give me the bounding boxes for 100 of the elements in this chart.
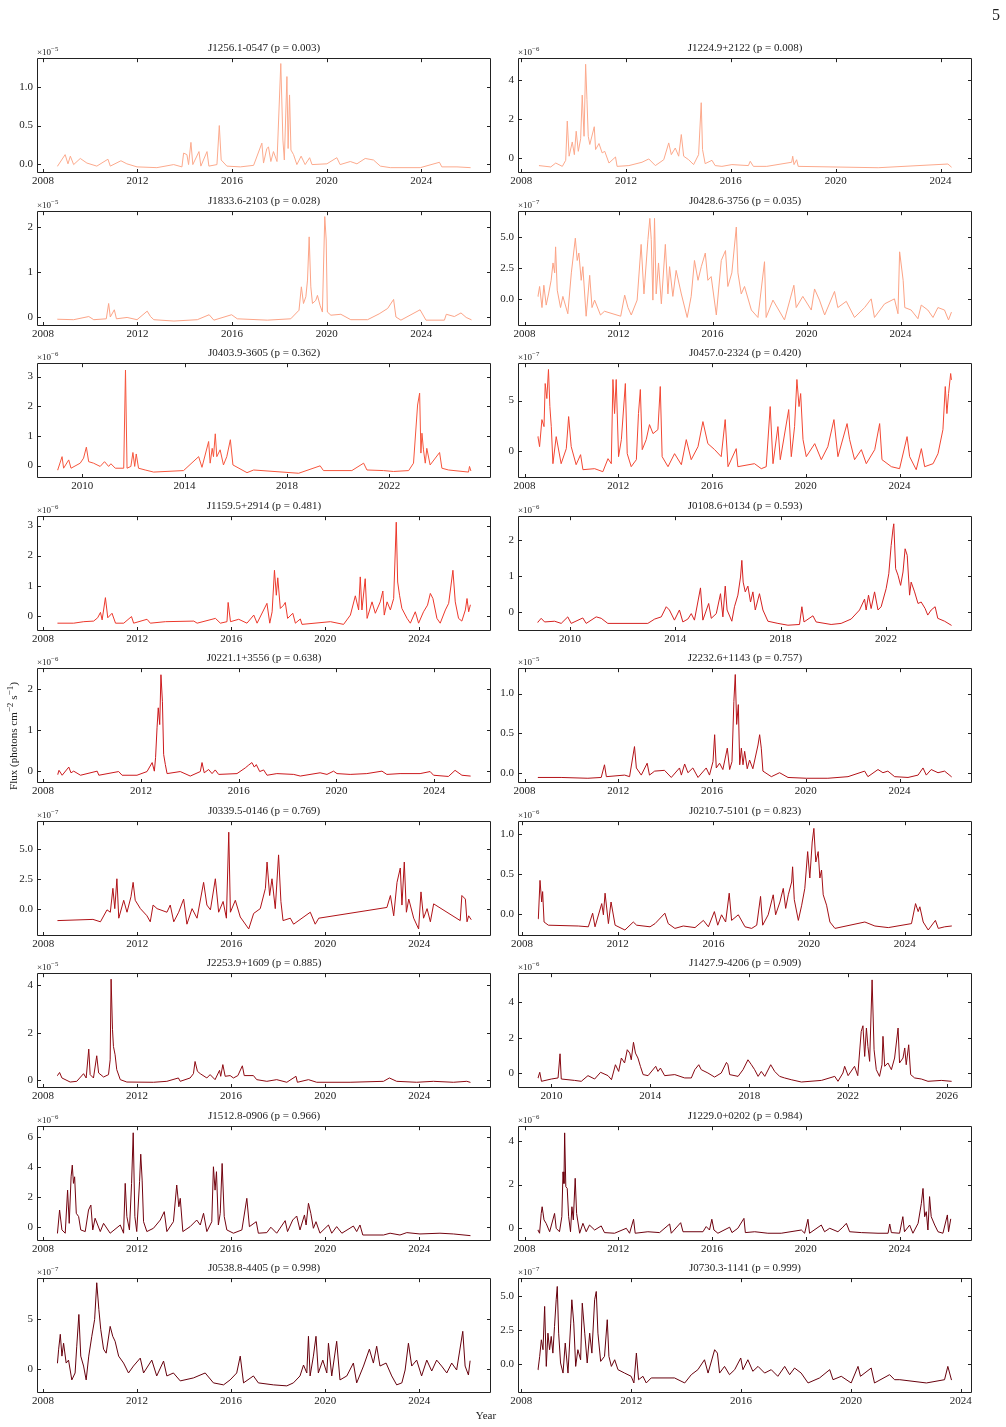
y-tick-label: 0 (27, 763, 34, 776)
y-tick-label: 0.0 (500, 906, 515, 919)
y-tick-label: 0.0 (500, 1356, 515, 1369)
y-tick-label: 0 (27, 1361, 34, 1374)
x-tick-label: 2016 (701, 479, 724, 492)
chart-title: J0428.6-3756 (p = 0.035) (688, 193, 802, 207)
x-tick-label: 2022 (378, 479, 401, 492)
x-tick-label: 2024 (888, 784, 912, 797)
x-tick-label: 2016 (730, 1394, 753, 1407)
chart-title: J1512.8-0906 (p = 0.966) (207, 1108, 321, 1122)
x-tick-label: 2008 (31, 174, 55, 187)
x-tick-label: 2008 (513, 784, 537, 797)
x-tick-label: 2012 (615, 174, 637, 187)
x-tick-label: 2016 (221, 174, 244, 187)
x-tick-label: 2014 (664, 631, 687, 644)
x-tick-label: 2016 (701, 326, 725, 339)
x-tick-label: 2024 (888, 1241, 912, 1254)
x-tick-label: 2014 (639, 1089, 662, 1102)
x-tick-label: 2008 (510, 1394, 533, 1407)
x-tick-label: 2016 (220, 1089, 243, 1102)
x-tick-label: 2020 (315, 174, 339, 187)
chart-title: J0457.0-2324 (p = 0.420) (688, 346, 802, 360)
x-tick-label: 2024 (408, 1089, 431, 1102)
x-tick-label: 2016 (220, 1394, 243, 1407)
y-tick-label: 1 (27, 428, 33, 441)
x-tick-label: 2020 (314, 1394, 337, 1407)
x-tick-label: 2024 (888, 479, 912, 492)
x-tick-label: 2020 (794, 784, 818, 797)
x-tick-label: 2008 (513, 479, 537, 492)
y-tick-label: 2 (508, 111, 514, 124)
x-tick-label: 2020 (314, 631, 337, 644)
x-tick-label: 2010 (540, 1089, 563, 1102)
chart-title: J2253.9+1609 (p = 0.885) (206, 956, 322, 970)
y-tick-label: 4 (508, 1133, 515, 1146)
y-tick-label: 5 (508, 393, 515, 406)
y-tick-label: 6 (27, 1129, 34, 1142)
x-tick-label: 2018 (738, 1089, 761, 1102)
x-tick-label: 2024 (408, 1394, 431, 1407)
y-tick-label: 5.0 (500, 1288, 515, 1301)
y-tick-label: 0.5 (500, 866, 515, 879)
y-tick-label: 4 (508, 72, 515, 85)
x-tick-label: 2024 (949, 1394, 973, 1407)
x-tick-label: 2012 (606, 936, 629, 949)
x-tick-label: 2024 (408, 936, 431, 949)
x-tick-label: 2012 (607, 479, 630, 492)
y-tick-label: 1 (508, 568, 514, 581)
y-tick-label: 5 (27, 1312, 34, 1325)
x-tick-label: 2008 (31, 326, 55, 339)
y-tick-label: 2 (508, 1176, 514, 1189)
x-tick-label: 2024 (410, 326, 433, 339)
x-tick-label: 2018 (275, 479, 299, 492)
y-tick-label: 0 (27, 1073, 34, 1086)
chart-title: J1256.1-0547 (p = 0.003) (207, 41, 321, 55)
chart-title: J0221.1+3556 (p = 0.638) (206, 651, 322, 665)
x-tick-label: 2010 (558, 631, 582, 644)
x-tick-label: 2020 (314, 1089, 337, 1102)
chart-title: J1224.9+2122 (p = 0.008) (687, 41, 803, 55)
x-tick-label: 2020 (315, 326, 339, 339)
chart-title: J1229.0+0202 (p = 0.984) (687, 1108, 803, 1122)
y-tick-label: 5.0 (19, 841, 34, 854)
x-tick-label: 2008 (31, 1241, 55, 1254)
x-tick-label: 2022 (837, 1089, 860, 1102)
x-tick-label: 2012 (125, 1089, 148, 1102)
x-tick-label: 2024 (410, 174, 433, 187)
chart-title: J0730.3-1141 (p = 0.999) (689, 1261, 802, 1275)
x-tick-label: 2024 (408, 1241, 431, 1254)
x-tick-label: 2018 (769, 631, 793, 644)
x-tick-label: 2024 (889, 326, 913, 339)
y-tick-label: 2 (27, 399, 33, 412)
y-tick-label: 0 (508, 604, 515, 617)
x-tick-label: 2012 (126, 631, 149, 644)
chart-title: J0538.8-4405 (p = 0.998) (207, 1261, 321, 1275)
x-tick-label: 2008 (32, 784, 55, 797)
chart-title: J0339.5-0146 (p = 0.769) (207, 803, 321, 817)
y-tick-label: 4 (508, 995, 515, 1008)
x-tick-label: 2012 (607, 326, 630, 339)
x-tick-label: 2026 (936, 1089, 959, 1102)
y-tick-label: 2 (508, 532, 514, 545)
x-tick-label: 2020 (314, 1241, 337, 1254)
x-tick-label: 2012 (126, 936, 149, 949)
y-tick-label: 1.0 (500, 826, 515, 839)
x-tick-label: 2022 (874, 631, 897, 644)
y-tick-label: 4 (27, 977, 34, 990)
x-tick-label: 2016 (220, 936, 243, 949)
y-tick-label: 2.5 (500, 260, 515, 273)
chart-title: J2232.6+1143 (p = 0.757) (687, 651, 803, 665)
x-axis-title: Year (475, 1409, 497, 1422)
chart-title: J0210.7-5101 (p = 0.823) (688, 803, 802, 817)
x-tick-label: 2016 (702, 936, 725, 949)
y-tick-label: 0 (27, 458, 34, 471)
x-tick-label: 2008 (513, 326, 537, 339)
x-tick-label: 2008 (32, 936, 55, 949)
x-tick-label: 2008 (31, 1089, 55, 1102)
chart-title: J0108.6+0134 (p = 0.593) (687, 498, 803, 512)
x-tick-label: 2016 (227, 784, 251, 797)
x-tick-label: 2012 (607, 784, 630, 797)
x-tick-label: 2024 (408, 631, 431, 644)
y-tick-label: 0 (508, 1065, 515, 1078)
x-tick-label: 2020 (798, 936, 821, 949)
y-tick-label: 0.0 (19, 901, 34, 914)
